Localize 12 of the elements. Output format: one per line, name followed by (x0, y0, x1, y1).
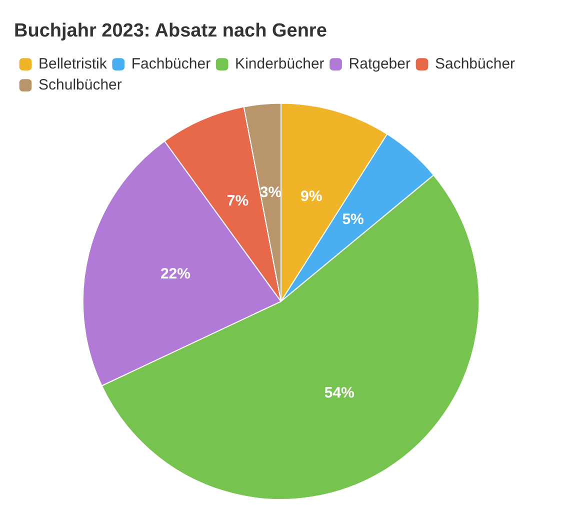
legend-label: Belletristik (38, 55, 108, 72)
data-label: 54% (324, 384, 354, 402)
data-label: 9% (300, 188, 322, 205)
legend-label: Kinderbücher (235, 55, 324, 72)
data-label: 22% (160, 265, 190, 282)
data-label: 5% (342, 210, 364, 228)
data-label: 7% (226, 192, 249, 210)
legend-label: Ratgeber (348, 55, 411, 72)
chart-title: Buchjahr 2023: Absatz nach Genre (14, 20, 327, 42)
legend-label: Sachbücher (434, 55, 516, 72)
legend-label: Schulbücher (38, 76, 122, 94)
legend-label: Fachbücher (131, 55, 211, 72)
